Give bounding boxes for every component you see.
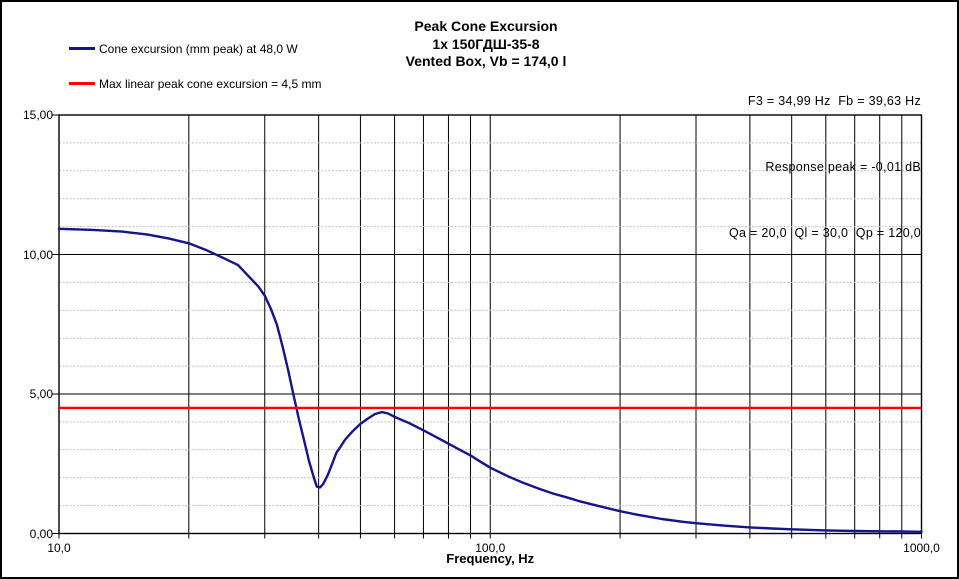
plot-border <box>58 114 923 535</box>
x-tick-label: 1000,0 <box>903 540 940 555</box>
x-axis-title: Frequency, Hz <box>446 551 535 566</box>
chart-title-line3: Vented Box, Vb = 174,0 l <box>405 53 567 69</box>
y-tick-label: 10,00 <box>22 247 53 262</box>
stats-response-peak: Response peak = -0,01 dB <box>765 160 921 174</box>
chart-title-line1: Peak Cone Excursion <box>414 18 558 34</box>
x-tick-label: 10,0 <box>47 540 71 555</box>
y-tick-label: 5,00 <box>29 387 53 401</box>
y-tick-label: 0,00 <box>29 526 53 541</box>
chart-title-line2: 1x 150ГДШ-35-8 <box>432 35 540 52</box>
cone-excursion-curve <box>57 227 923 533</box>
stats-block: F3 = 34,99 Hz Fb = 39,63 Hz Response pea… <box>729 46 921 288</box>
legend-item-cone-excursion: Cone excursion (mm peak) at 48,0 W <box>69 41 298 56</box>
cone-excursion-line-swatch <box>69 47 95 50</box>
x-tick-label: 100,0 <box>475 540 506 555</box>
legend-label-cone-excursion: Cone excursion (mm peak) at 48,0 W <box>99 41 298 56</box>
legend-item-max-excursion: Max linear peak cone excursion = 4,5 mm <box>69 76 321 91</box>
chart-title: Peak Cone Excursion 1x 150ГДШ-35-8 Vente… <box>406 18 567 71</box>
stats-q-values: Qa = 20,0 Ql = 30,0 Qp = 120,0 <box>728 226 921 240</box>
legend-label-max-excursion: Max linear peak cone excursion = 4,5 mm <box>99 76 322 91</box>
y-tick-label: 15,00 <box>22 108 53 122</box>
max-excursion-line-swatch <box>69 82 95 85</box>
stats-f3-fb: F3 = 34,99 Hz Fb = 39,63 Hz <box>747 94 921 108</box>
